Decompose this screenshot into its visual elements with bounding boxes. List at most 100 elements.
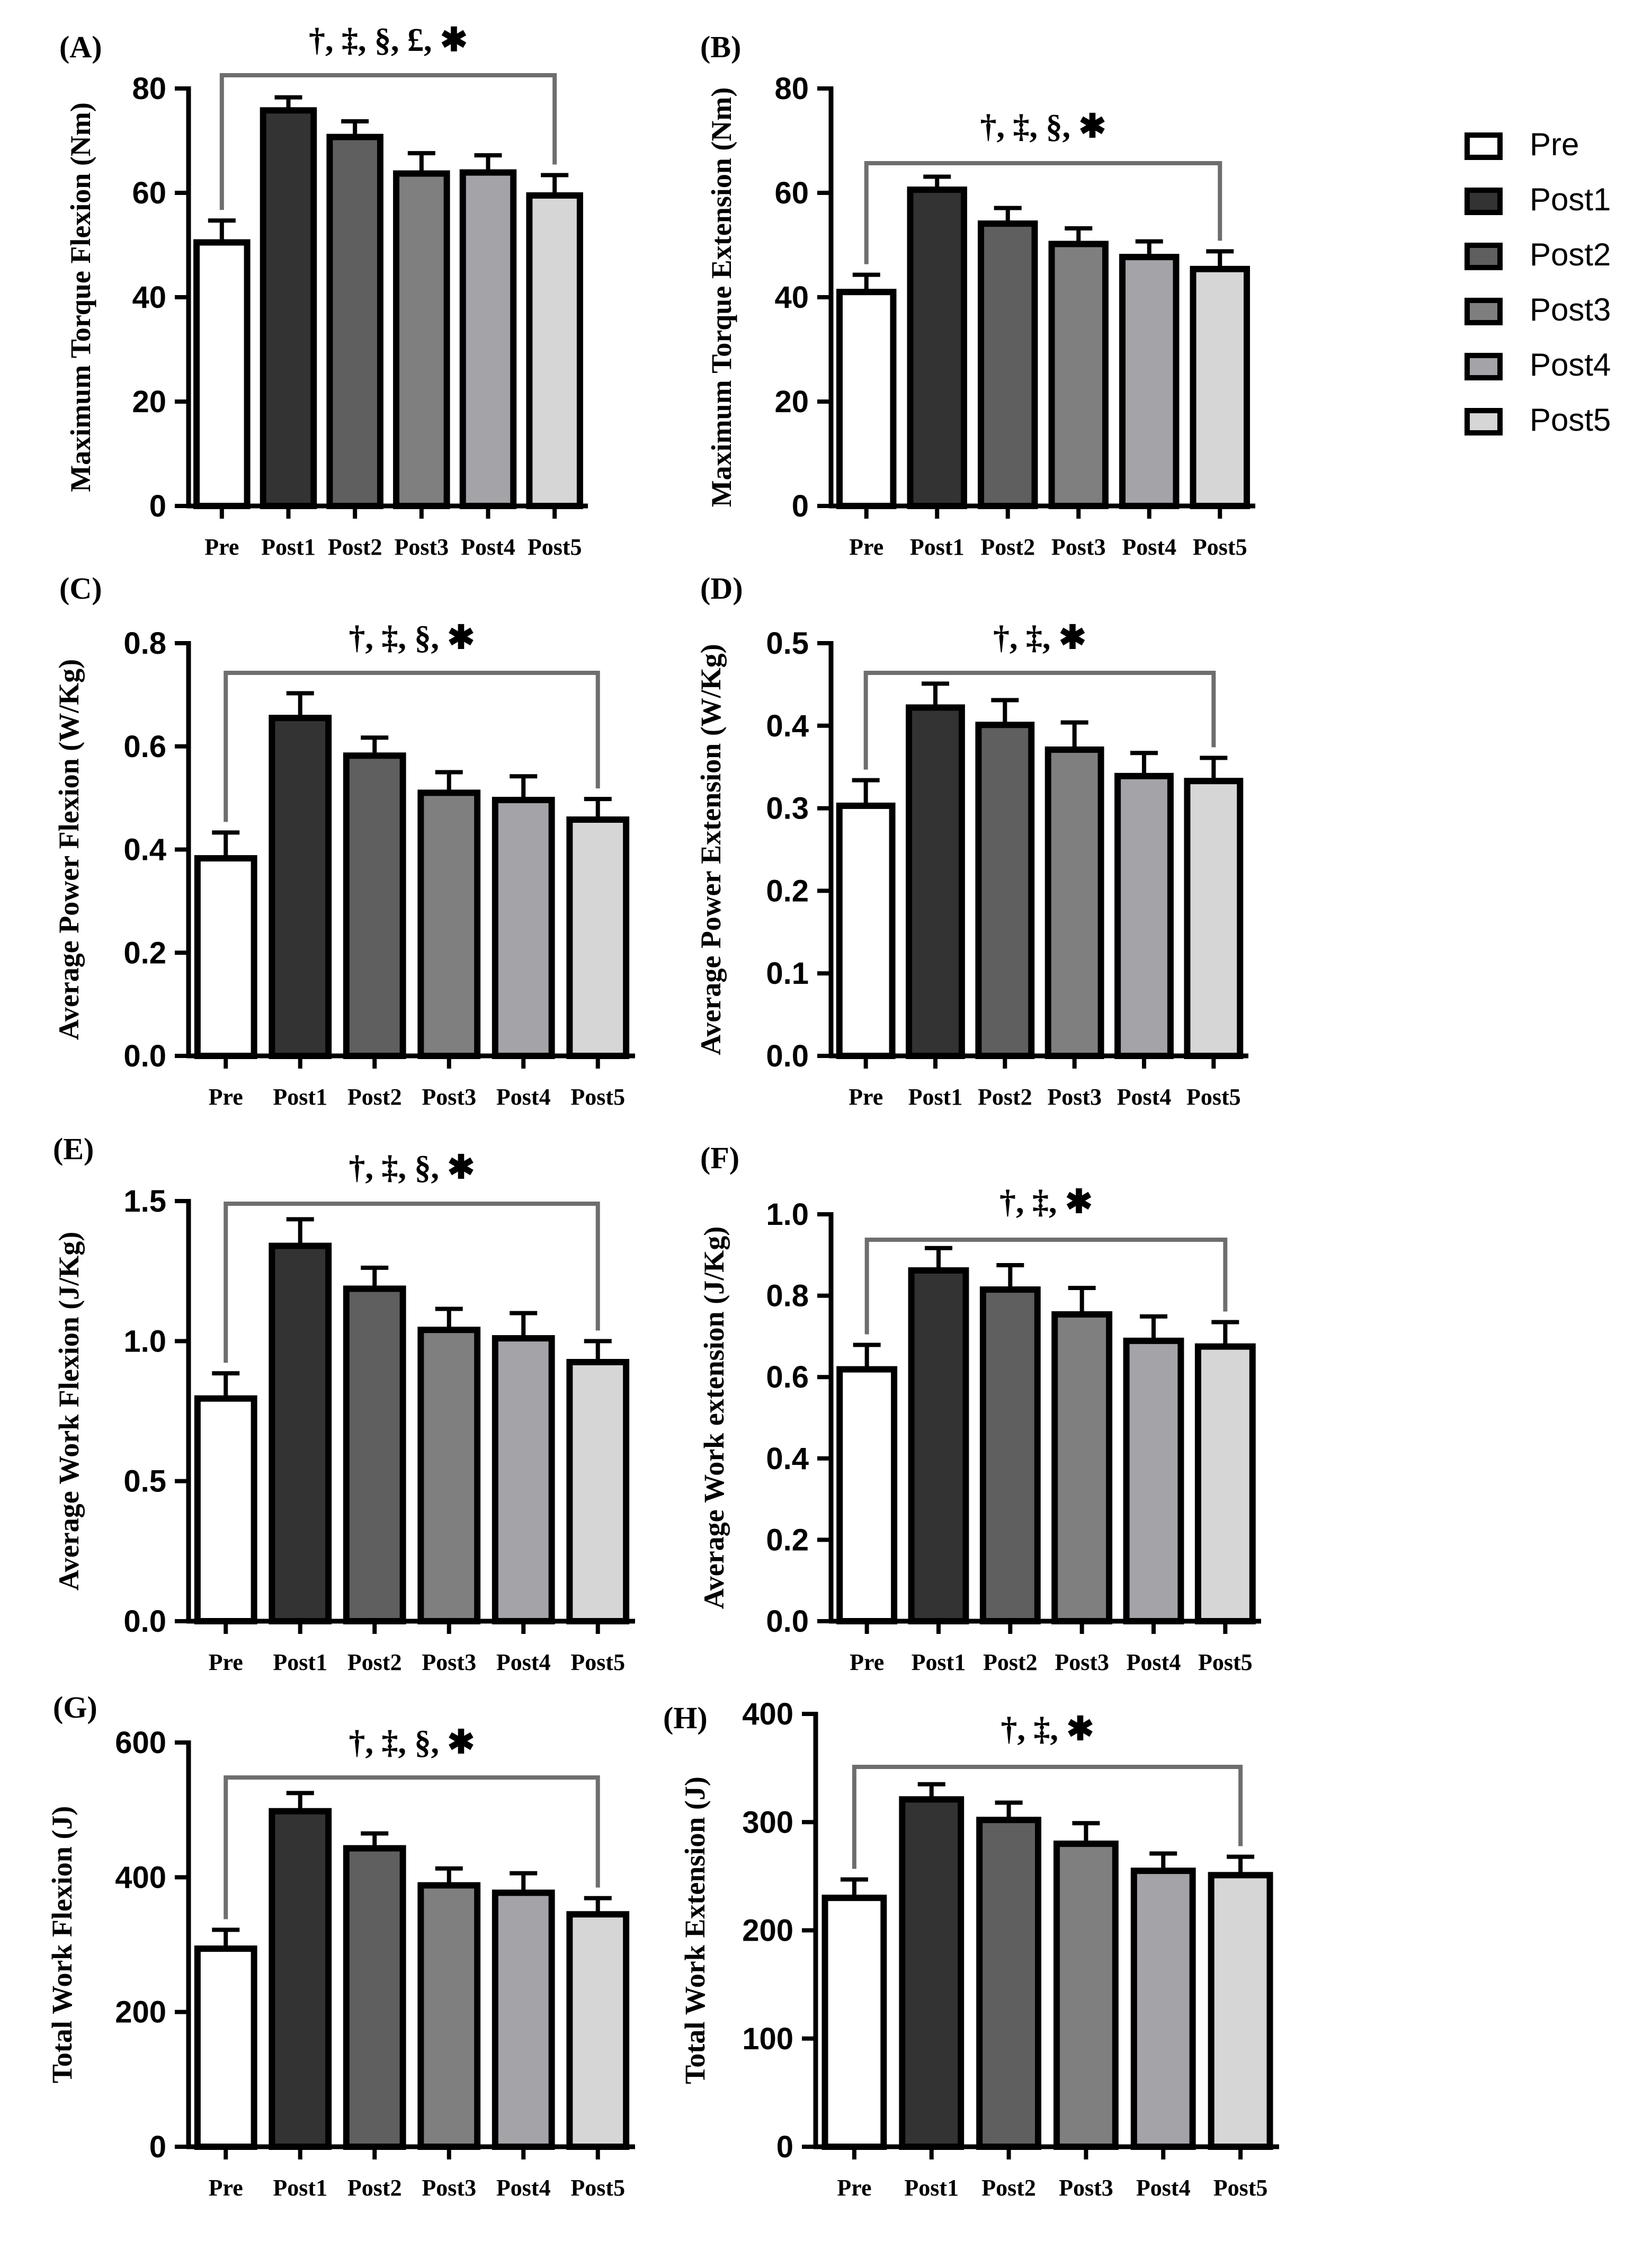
chart-panel-a: (A) Maximum Torque Flexion (Nm) 0 20 40 60 80 P…: [59, 22, 588, 560]
legend-label-post4: Post4: [1530, 347, 1611, 383]
y-tick-label: 1.5: [123, 1184, 166, 1219]
significance-marks: †, ‡, ✱: [1001, 1711, 1094, 1747]
significance-marks: †, ‡, §, ✱: [980, 109, 1106, 145]
x-tick-label: Post5: [570, 2175, 625, 2201]
x-tick-label: Post2: [328, 534, 382, 560]
chart-panel-f: (F) Average Work extension (J/Kg) 0.0 0.2 0.…: [698, 1141, 1261, 1675]
bar-post1: [906, 704, 965, 1060]
bar-post5: [1194, 1343, 1256, 1625]
y-tick-label: 1.0: [123, 1324, 166, 1358]
bar-post3: [1053, 1841, 1119, 2150]
bar-pre: [836, 1366, 898, 1624]
significance-marks: †, ‡, §, ✱: [349, 1150, 475, 1186]
x-tick-label: Post5: [1193, 534, 1247, 560]
x-tick-label: Pre: [209, 2175, 243, 2201]
bar-post5: [1208, 1872, 1273, 2150]
y-tick-label: 1.0: [766, 1197, 809, 1232]
x-tick-label: Post2: [983, 1649, 1038, 1675]
chart-panel-c: (C) Average Power Flexion (W/Kg) 0.0 0.2 0.4…: [53, 571, 635, 1110]
x-tick-label: Post3: [395, 534, 449, 560]
x-tick-label: Post1: [261, 534, 316, 560]
x-tick-label: Post1: [273, 2175, 327, 2201]
bar-post1: [907, 186, 967, 509]
bar-pre: [836, 289, 897, 510]
y-axis-label: Average Work Flexion (J/Kg): [53, 1232, 85, 1590]
chart-panel-g: (G) Total Work Flexion (J) 0 200 400 600 Pre Po…: [46, 1690, 635, 2201]
x-tick-label: Pre: [209, 1649, 243, 1675]
x-tick-label: Post4: [496, 1649, 551, 1675]
significance-marks: †, ‡, §, £, ✱: [309, 22, 468, 58]
bar-post5: [566, 1358, 630, 1625]
chart-panel-d: (D) Average Power Extension (W/Kg) 0.0 0.1 0…: [695, 571, 1248, 1110]
chart-panel-e: (E) Average Work Flexion (J/Kg) 0.0 0.5 1.0 1…: [53, 1132, 635, 1675]
bar-post3: [417, 1882, 481, 2150]
bar-post1: [269, 1808, 332, 2150]
x-tick-label: Pre: [849, 1084, 883, 1110]
y-tick-label: 0.4: [766, 1442, 809, 1476]
panel-label: (F): [700, 1141, 739, 1175]
x-tick-label: Post1: [273, 1084, 327, 1110]
x-tick-label: Post3: [1055, 1649, 1109, 1675]
y-tick-label: 40: [132, 280, 166, 315]
panel-label: (G): [53, 1690, 97, 1724]
significance-bracket: [224, 1775, 600, 1919]
x-tick-label: Post3: [422, 2175, 476, 2201]
bar-post2: [343, 1285, 406, 1624]
bar-post3: [1044, 746, 1104, 1060]
legend-swatch-post4: [1465, 353, 1503, 380]
bar-post5: [1190, 265, 1250, 509]
y-tick-label: 0.4: [123, 833, 166, 867]
bar-post1: [269, 715, 332, 1059]
bar-post4: [459, 169, 517, 509]
x-tick-label: Post5: [570, 1084, 625, 1110]
significance-bracket: [224, 671, 600, 822]
significance-bracket: [863, 671, 1216, 770]
bar-post1: [899, 1796, 965, 2150]
x-tick-label: Post4: [461, 534, 515, 560]
x-tick-label: Post4: [1122, 534, 1176, 560]
x-tick-label: Post5: [528, 534, 582, 560]
bar-post2: [979, 1286, 1041, 1625]
x-tick-label: Post2: [980, 534, 1035, 560]
chart-panel-b: (B) Maximum Torque Extension (Nm) 0 20 40 60 8…: [700, 30, 1255, 560]
significance-bracket: [852, 1765, 1243, 1869]
y-tick-label: 80: [774, 72, 809, 106]
bar-post1: [260, 107, 317, 509]
significance-marks: †, ‡, §, ✱: [349, 1724, 475, 1761]
x-tick-label: Post4: [496, 2175, 551, 2201]
bar-post4: [1119, 254, 1180, 509]
bar-post2: [343, 752, 406, 1059]
y-tick-label: 400: [115, 1860, 166, 1895]
y-tick-label: 0.2: [766, 1523, 809, 1557]
bar-post4: [1130, 1868, 1196, 2150]
y-tick-label: 0.6: [766, 1360, 809, 1394]
x-tick-label: Post2: [978, 1084, 1032, 1110]
y-tick-label: 0.5: [766, 626, 809, 661]
x-tick-label: Pre: [850, 1649, 884, 1675]
x-tick-label: Post5: [1198, 1649, 1253, 1675]
legend-label-post2: Post2: [1530, 237, 1611, 272]
bar-post3: [417, 789, 481, 1059]
significance-bracket: [219, 73, 557, 210]
y-axis-label: Average Power Extension (W/Kg): [695, 644, 727, 1055]
y-tick-label: 0.1: [766, 956, 809, 991]
y-tick-label: 600: [115, 1726, 166, 1760]
bar-post2: [975, 722, 1035, 1059]
legend-swatch-pre: [1465, 132, 1503, 160]
legend-swatch-post5: [1465, 408, 1503, 435]
bar-post4: [492, 1889, 555, 2150]
legend-label-pre: Pre: [1530, 127, 1579, 162]
bar-post2: [343, 1845, 406, 2150]
significance-bracket: [864, 1238, 1228, 1335]
y-axis-label: Average Power Flexion (W/Kg): [53, 659, 85, 1040]
x-tick-label: Post2: [347, 1649, 402, 1675]
y-tick-label: 0.0: [766, 1039, 809, 1073]
y-tick-label: 80: [132, 72, 166, 106]
x-tick-label: Post5: [570, 1649, 625, 1675]
y-tick-label: 20: [774, 385, 809, 419]
panel-label: (E): [53, 1132, 94, 1166]
bar-post4: [1123, 1337, 1184, 1624]
x-tick-label: Pre: [849, 534, 883, 560]
y-tick-label: 0.2: [123, 936, 166, 970]
